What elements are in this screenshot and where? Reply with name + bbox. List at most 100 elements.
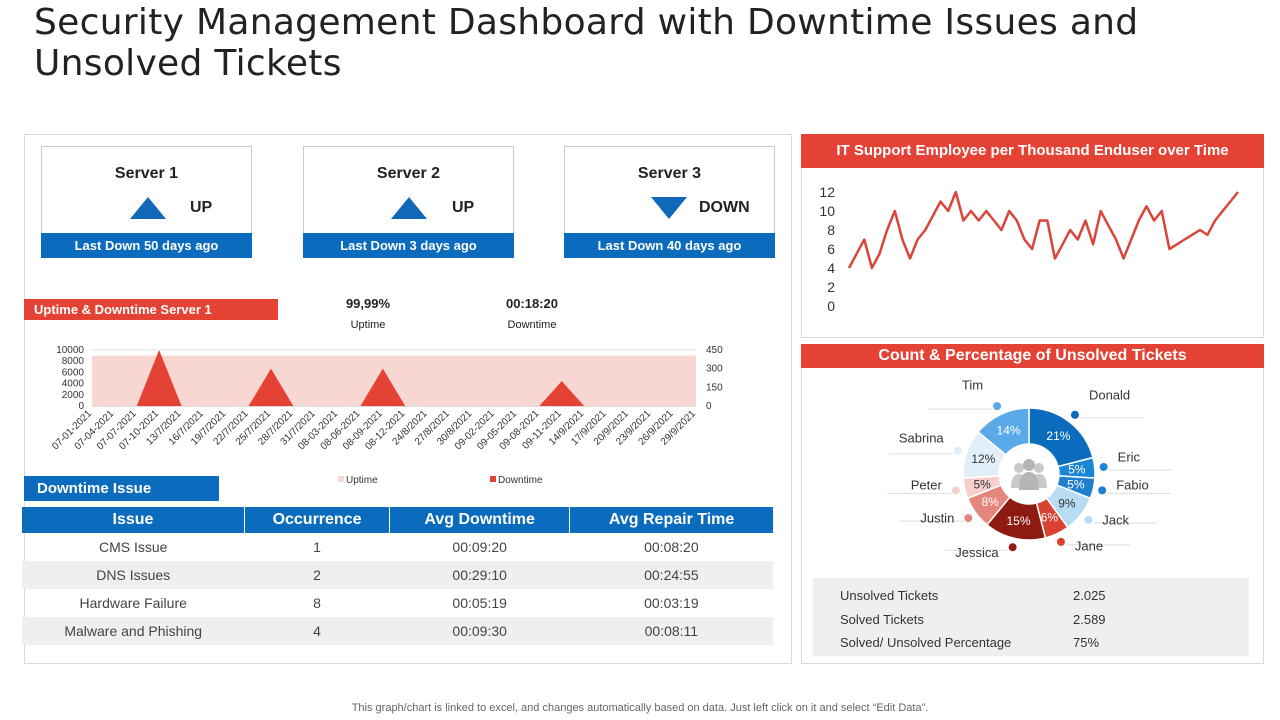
stat-label: Solved/ Unsolved Percentage xyxy=(840,635,1012,650)
slice-percent-label: 21% xyxy=(1046,429,1070,443)
column-header[interactable]: Occurrence xyxy=(244,507,391,533)
slice-name-label: Peter xyxy=(911,477,943,492)
stat-value: 2.589 xyxy=(1073,612,1106,627)
server-last-down: Last Down 40 days ago xyxy=(564,233,775,258)
y-tick-label: 4 xyxy=(827,260,835,276)
downtime-value: 00:18:20 xyxy=(505,296,559,311)
slice-percent-label: 12% xyxy=(971,452,995,466)
cell-issue: Malware and Phishing xyxy=(22,617,245,645)
cell-avg-downtime: 00:29:10 xyxy=(389,561,570,589)
it-support-line-chart: 12 10 8 6 4 2 0 xyxy=(819,184,1239,314)
slice-percent-label: 14% xyxy=(997,424,1021,438)
table-row[interactable]: Hardware Failure 8 00:05:19 00:03:19 xyxy=(22,589,773,617)
server-status: DOWN xyxy=(699,199,750,216)
legend-uptime-label: Uptime xyxy=(346,475,378,486)
server-card-3[interactable]: Server 3 DOWN Last Down 40 days ago xyxy=(564,146,775,258)
server-card-1[interactable]: Server 1 UP Last Down 50 days ago xyxy=(41,146,252,258)
left-tick-label: 10000 xyxy=(56,345,84,356)
table-header-row: Issue Occurrence Avg Downtime Avg Repair… xyxy=(22,507,773,533)
downtime-label: Downtime xyxy=(507,319,557,331)
server-name: Server 3 xyxy=(637,165,702,182)
arrow-up-icon xyxy=(130,197,166,219)
left-tick-label: 6000 xyxy=(62,367,85,378)
column-header[interactable]: Avg Downtime xyxy=(389,507,571,533)
slice-percent-label: 15% xyxy=(1007,514,1031,528)
cell-occurrence: 2 xyxy=(244,561,390,589)
cell-avg-downtime: 00:05:19 xyxy=(452,595,507,611)
downtime-peak xyxy=(539,381,585,406)
ticket-stats: Unsolved Tickets 2.025 Solved Tickets 2.… xyxy=(813,578,1249,656)
cell-occurrence: 8 xyxy=(313,595,321,611)
table-row[interactable]: CMS Issue 1 00:09:20 00:08:20 xyxy=(22,533,773,561)
series-line xyxy=(847,190,1239,270)
slice-percent-label: 8% xyxy=(981,495,999,509)
server-card-2[interactable]: Server 2 UP Last Down 3 days ago xyxy=(303,146,514,258)
server-status: UP xyxy=(452,199,475,216)
slice-name-label: Justin xyxy=(920,510,954,525)
arrow-down-icon xyxy=(651,197,687,219)
downtime-issue-table: Issue Occurrence Avg Downtime Avg Repair… xyxy=(22,507,773,645)
cell-occurrence: 1 xyxy=(313,539,321,555)
uptime-chart-title: Uptime & Downtime Server 1 xyxy=(24,299,278,320)
uptime-value: 99,99% xyxy=(345,296,391,311)
slice-marker-dot xyxy=(1099,462,1108,471)
downtime-peak xyxy=(360,368,406,406)
y-tick-label: 8 xyxy=(827,222,835,238)
slice-name-label: Tim xyxy=(962,377,983,392)
cell-avg-repair: 00:03:19 xyxy=(644,595,699,611)
left-tick-label: 8000 xyxy=(62,356,85,367)
slice-name-label: Jane xyxy=(1075,539,1103,554)
server-last-down: Last Down 50 days ago xyxy=(41,233,252,258)
cell-avg-downtime: 00:09:30 xyxy=(389,617,570,645)
slice-name-label: Donald xyxy=(1089,388,1130,403)
slice-marker-dot xyxy=(964,514,973,523)
legend-downtime-label: Downtime xyxy=(498,475,543,486)
slice-percent-label: 9% xyxy=(1058,496,1076,510)
cell-avg-downtime: 00:09:20 xyxy=(452,539,507,555)
unsolved-tickets-donut: 21% Donald 5% Eric 5% Fabio 9% Jack 6% Jane 15% Jes… xyxy=(886,377,1173,560)
people-icon xyxy=(1011,459,1047,490)
server-name: Server 2 xyxy=(376,165,441,182)
arrow-up-icon xyxy=(391,197,427,219)
legend-downtime-swatch xyxy=(490,476,496,482)
right-tick-label: 300 xyxy=(706,364,723,375)
footnote: This graph/chart is linked to excel, and… xyxy=(351,702,929,714)
left-tick-label: 4000 xyxy=(62,379,85,390)
slice-percent-label: 5% xyxy=(973,477,991,491)
unsolved-tickets-title: Count & Percentage of Unsolved Tickets xyxy=(801,344,1264,368)
stat-label: Solved Tickets xyxy=(840,612,924,627)
stat-value: 2.025 xyxy=(1073,588,1106,603)
uptime-label: Uptime xyxy=(350,319,386,331)
y-tick-label: 12 xyxy=(819,184,835,200)
stat-value: 75% xyxy=(1073,635,1100,650)
slice-marker-dot xyxy=(1084,515,1093,524)
donut-slice-tim[interactable] xyxy=(977,407,1030,456)
slice-name-label: Sabrina xyxy=(899,430,945,445)
server-name: Server 1 xyxy=(114,165,179,182)
slice-name-label: Jack xyxy=(1102,513,1129,528)
cell-issue: Hardware Failure xyxy=(79,595,187,611)
column-header[interactable]: Issue xyxy=(22,507,245,533)
table-row[interactable]: Malware and Phishing 4 00:09:30 00:08:11 xyxy=(22,617,773,645)
table-row[interactable]: DNS Issues 2 00:29:10 00:24:55 xyxy=(22,561,773,589)
downtime-peak xyxy=(136,350,182,406)
slice-percent-label: 5% xyxy=(1067,477,1085,491)
slice-marker-dot xyxy=(1056,537,1065,546)
column-header[interactable]: Avg Repair Time xyxy=(569,507,773,533)
cell-avg-repair: 00:24:55 xyxy=(569,561,773,589)
left-tick-label: 0 xyxy=(78,401,84,412)
it-support-chart-title: IT Support Employee per Thousand Enduser… xyxy=(801,134,1264,168)
stat-label: Unsolved Tickets xyxy=(840,588,939,603)
left-tick-label: 2000 xyxy=(62,390,85,401)
legend-uptime-swatch xyxy=(338,476,344,482)
server-status: UP xyxy=(190,199,213,216)
cell-issue: CMS Issue xyxy=(98,539,168,555)
left-panel xyxy=(24,134,792,664)
uptime-area xyxy=(92,355,696,406)
right-tick-label: 450 xyxy=(706,345,723,356)
y-tick-label: 6 xyxy=(827,241,835,257)
slice-name-label: Jessica xyxy=(955,545,999,560)
slice-marker-dot xyxy=(1070,410,1079,419)
downtime-peak xyxy=(248,368,294,406)
y-tick-label: 10 xyxy=(819,203,835,219)
